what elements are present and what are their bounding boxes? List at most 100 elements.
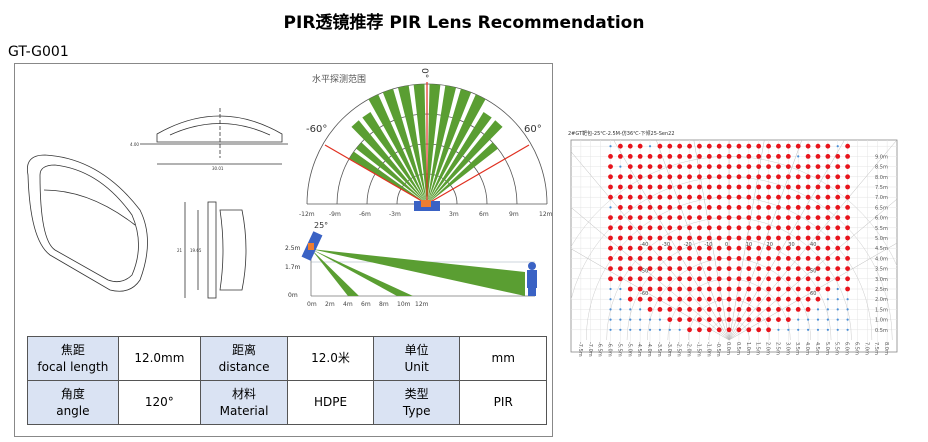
undetected-point — [609, 308, 612, 311]
detected-point — [677, 164, 683, 169]
detected-point — [785, 266, 791, 271]
detected-point — [815, 286, 821, 292]
undetected-point — [836, 328, 839, 331]
detected-point — [746, 266, 752, 271]
detected-point — [756, 194, 762, 200]
detected-point — [657, 235, 663, 241]
detected-point — [657, 164, 663, 169]
detected-point — [776, 296, 781, 302]
undetected-point — [639, 308, 642, 311]
detected-point — [825, 205, 831, 210]
detected-point — [726, 194, 732, 200]
angle-right: 60° — [524, 124, 542, 135]
detected-point — [736, 184, 742, 190]
detected-point — [657, 286, 663, 292]
height-label: 1.7m — [285, 264, 301, 271]
detected-point — [667, 296, 673, 302]
detected-point — [785, 286, 791, 292]
detected-point — [766, 225, 771, 231]
detected-point — [716, 215, 722, 220]
spec-label-en: Unit — [404, 359, 429, 374]
detected-point — [736, 164, 742, 169]
detected-point — [716, 245, 722, 251]
detected-point — [687, 296, 692, 302]
x-tick-label: 3.0m — [784, 342, 790, 355]
detected-point — [795, 235, 801, 241]
detected-point — [657, 174, 663, 180]
detected-point — [657, 143, 663, 149]
detected-point — [677, 235, 683, 241]
detected-point — [716, 164, 722, 169]
spec-row: 角度 angle 120° 材料 Material HDPE 类型 Type PIR — [27, 380, 547, 425]
side-view: 25° 2.5m 1.7m 0m 0m 2m 4m 6m 8m 10m 12m — [285, 221, 537, 308]
detected-point — [677, 215, 683, 220]
detected-point — [805, 205, 811, 210]
detected-point — [667, 205, 673, 210]
detected-point — [776, 317, 781, 322]
page-title: PIR透镜推荐 PIR Lens Recommendation — [283, 13, 645, 33]
model-number: GT-G001 — [8, 44, 69, 60]
detected-point — [627, 174, 633, 180]
detected-point — [785, 174, 791, 180]
detected-point — [627, 164, 633, 169]
detected-point — [608, 215, 613, 220]
detected-point — [627, 235, 633, 241]
detected-point — [667, 245, 673, 251]
detected-point — [845, 143, 851, 149]
detected-point — [687, 184, 692, 190]
detected-point — [647, 225, 653, 231]
detected-point — [825, 143, 831, 149]
undetected-point — [609, 145, 612, 148]
detected-point — [795, 276, 801, 282]
detected-point — [756, 143, 762, 149]
detected-point — [835, 245, 841, 251]
detected-point — [716, 307, 722, 312]
detected-point — [697, 225, 702, 231]
detected-point — [617, 154, 623, 159]
detected-point — [637, 235, 643, 241]
detected-point — [835, 164, 841, 169]
detected-point — [687, 215, 692, 220]
detected-point — [815, 276, 821, 282]
x-tick-label: -3.5m — [656, 342, 662, 357]
undetected-point — [658, 328, 662, 331]
undetected-point — [609, 298, 612, 301]
detected-point — [726, 327, 732, 333]
undetected-point — [826, 298, 829, 301]
x-tick-label: 3.5m — [794, 342, 800, 355]
undetected-point — [777, 328, 780, 331]
detected-point — [697, 245, 702, 251]
detected-point — [677, 143, 683, 149]
detected-point — [617, 174, 623, 180]
detected-point — [825, 266, 831, 271]
detected-point — [746, 286, 752, 292]
x-tick-label: 7.0m — [863, 342, 869, 355]
angle-zero: 0° — [419, 68, 429, 78]
undetected-point — [648, 318, 652, 321]
undetected-point — [609, 287, 612, 291]
detected-point — [726, 215, 732, 220]
detected-point — [637, 256, 643, 261]
detected-point — [815, 174, 821, 180]
undetected-point — [806, 318, 810, 321]
detected-point — [756, 296, 762, 302]
detected-point — [697, 256, 702, 261]
detected-point — [845, 266, 851, 271]
x-tick-label: 1.0m — [745, 342, 751, 355]
detected-point — [835, 235, 841, 241]
undetected-point — [648, 328, 652, 331]
detected-point — [785, 194, 791, 200]
detected-point — [726, 164, 732, 169]
detected-point — [697, 184, 702, 190]
detected-point — [766, 164, 771, 169]
x-tick-label: 6.5m — [853, 342, 859, 355]
detected-point — [756, 317, 762, 322]
detected-point — [726, 205, 732, 210]
detected-point — [776, 174, 781, 180]
detected-point — [845, 194, 851, 200]
detected-point — [766, 205, 771, 210]
detected-point — [835, 205, 841, 210]
undetected-point — [619, 165, 622, 168]
detected-point — [756, 327, 762, 333]
undetected-point — [639, 318, 642, 321]
